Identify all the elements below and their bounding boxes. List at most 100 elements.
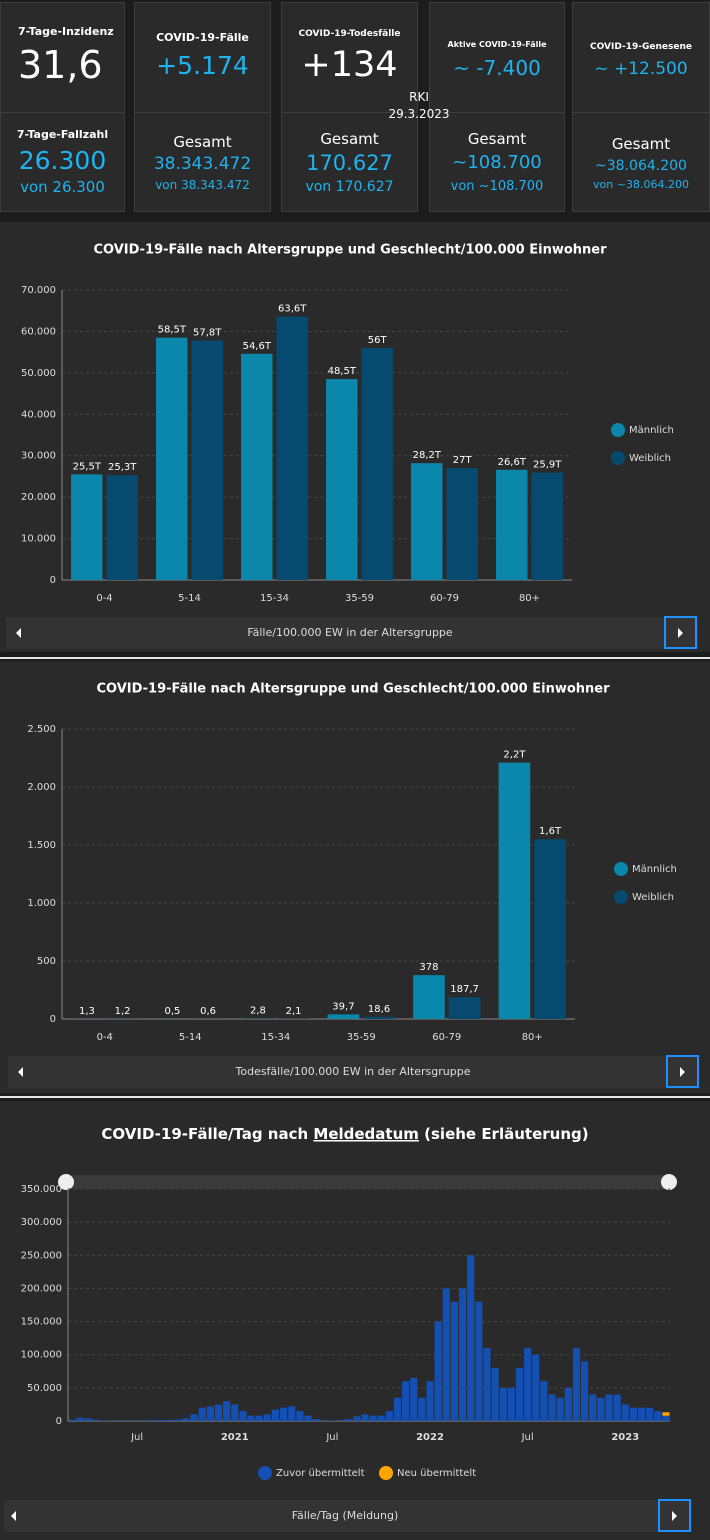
y-tick-label: 60.000 [21,326,56,337]
y-tick-label: 0 [50,1014,56,1025]
bar [597,1397,605,1421]
value-label: 1,6T [539,826,562,837]
bar [255,1415,263,1421]
y-tick-label: 2.500 [27,724,56,735]
chart-title: COVID-19-Fälle nach Altersgruppe und Ges… [93,243,607,258]
y-tick-label: 30.000 [21,451,56,462]
slider-handle[interactable] [58,1174,74,1190]
bar [450,1301,458,1421]
bar [540,1381,548,1421]
value-label: 2,8 [250,1006,266,1017]
bar [231,1404,239,1421]
value-label: 2,2T [503,750,526,761]
legend-label: Männlich [629,425,674,436]
tile-subvalue: ~38.064.200 [595,158,687,174]
range-slider[interactable] [66,1175,670,1189]
legend-label: Neu übermittelt [397,1468,476,1479]
legend-marker [258,1466,272,1480]
y-tick-label: 1.000 [27,898,56,909]
panel [0,1101,710,1540]
value-label: 48,5T [328,366,357,377]
prev-button[interactable] [16,628,21,638]
bar [336,1420,345,1421]
prev-button[interactable] [11,1511,16,1521]
value-label: 28,2T [413,450,442,461]
value-label: 0,5 [164,1006,180,1017]
bar [149,1420,157,1421]
bar [157,1420,166,1421]
x-tick-label: 5-14 [179,1032,202,1043]
tile-title: Aktive COVID-19-Fälle [447,40,547,49]
legend-marker [611,451,625,465]
bar [418,1397,426,1421]
bar [662,1412,670,1416]
value-label: 27T [453,455,473,466]
bar [534,839,566,1019]
value-label: 1,2 [115,1006,131,1017]
separator [0,1096,710,1098]
next-button[interactable] [658,1499,691,1532]
bar [214,1404,223,1421]
x-tick-label: 15-34 [261,1032,290,1043]
tile-cases: COVID-19-Fälle +5.174 Gesamt 38.343.472 … [134,2,271,212]
tile-value: 31,6 [18,43,103,87]
bar [296,1411,304,1421]
bar [76,1417,84,1421]
bar [446,468,478,580]
bar [241,353,273,580]
tile-recovered: COVID-19-Genesene ~ +12.500 Gesamt ~38.0… [572,2,710,212]
y-tick-label: 350.000 [21,1184,62,1195]
bar [156,337,188,580]
x-tick-label: 2023 [611,1432,639,1443]
tile-subnote: von 26.300 [20,178,105,196]
bar [613,1394,621,1421]
bar [369,1415,377,1421]
bar [190,1414,198,1421]
tile-value: +5.174 [156,51,249,80]
bar [198,1407,206,1421]
bar [637,1407,646,1421]
x-tick-label: 60-79 [430,593,459,604]
tile-subtitle: Gesamt [611,135,671,153]
y-tick-label: 10.000 [21,534,56,545]
prev-button[interactable] [18,1067,23,1077]
y-tick-label: 2.000 [27,782,56,793]
next-button[interactable] [666,1055,699,1088]
tile-active: Aktive COVID-19-Fälle ~ -7.400 Gesamt ~1… [429,2,565,212]
value-label: 2,1 [286,1006,302,1017]
bar [206,1406,214,1421]
tile-subnote: von 170.627 [305,179,394,195]
next-button[interactable] [664,616,697,649]
tile-value: ~ +12.500 [594,59,688,79]
bar [328,1420,336,1421]
bar [312,1419,320,1421]
tile-title: 7-Tage-Inzidenz [18,25,114,38]
y-tick-label: 50.000 [21,368,56,379]
footer [6,617,698,649]
bar [223,1401,231,1421]
bar [361,348,393,580]
bar [68,1419,76,1421]
value-label: 1,3 [79,1006,95,1017]
bar [166,1420,174,1421]
bar [263,1414,271,1421]
tile-subnote: von 38.343.472 [155,178,250,192]
bar [345,1419,353,1421]
bar [320,1420,328,1421]
tile-subtitle: 7-Tage-Fallzahl [16,128,109,141]
x-axis-label: Fälle/Tag (Meldung) [292,1509,399,1522]
tile-title: COVID-19-Todesfälle [298,29,401,39]
bar [605,1394,613,1421]
chart-title: COVID-19-Fälle nach Altersgruppe und Ges… [96,682,610,697]
bar [448,997,481,1019]
bar [101,1420,109,1421]
bar [426,1381,434,1421]
bar [475,1301,483,1421]
footer [8,1056,698,1088]
slider-handle[interactable] [661,1174,677,1190]
tile-title: COVID-19-Genesene [590,42,692,52]
value-label: 57,8T [193,328,222,339]
tile-subvalue: 170.627 [306,151,393,175]
value-label: 378 [419,962,438,973]
tile-subtitle: Gesamt [467,130,527,148]
